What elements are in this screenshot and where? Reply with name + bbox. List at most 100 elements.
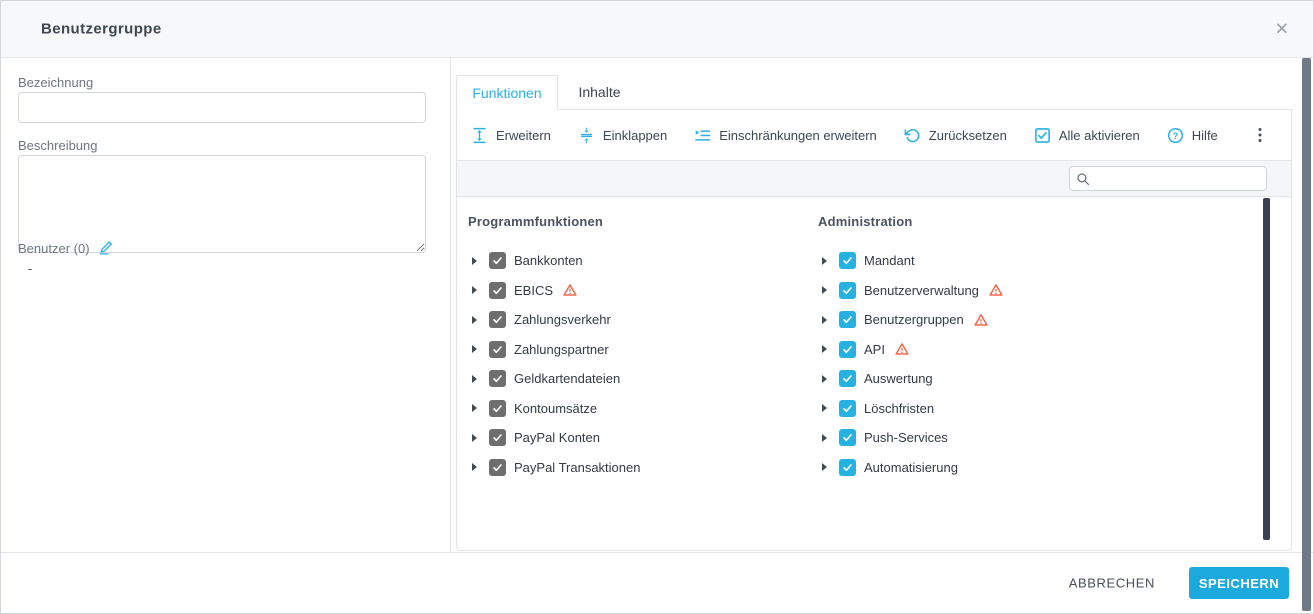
item-checkbox[interactable] <box>489 370 506 388</box>
expander-arrow-icon[interactable] <box>822 316 832 324</box>
tree-item-label: PayPal Transaktionen <box>514 459 641 475</box>
expander-arrow-icon[interactable] <box>472 257 482 265</box>
item-checkbox[interactable] <box>489 281 506 299</box>
activate-all-label: Alle aktivieren <box>1058 127 1140 143</box>
dialog-title: Benutzergruppe <box>41 20 162 38</box>
tree-item-label: Auswertung <box>864 371 933 387</box>
expander-arrow-icon[interactable] <box>472 463 482 471</box>
expander-arrow-icon[interactable] <box>472 286 482 294</box>
activate-all-button[interactable]: Alle aktivieren <box>1034 127 1140 144</box>
expand-all-button[interactable]: Erweitern <box>471 127 551 144</box>
item-checkbox[interactable] <box>839 429 856 447</box>
save-button[interactable]: SPEICHERN <box>1189 567 1289 599</box>
item-checkbox[interactable] <box>489 458 506 476</box>
tree-item[interactable]: Mandant <box>818 246 1291 276</box>
dialog-header: Benutzergruppe ✕ <box>1 1 1313 58</box>
expander-arrow-icon[interactable] <box>822 345 832 353</box>
tab-inhalte-label: Inhalte <box>578 84 621 100</box>
tree-scrollbar-thumb[interactable] <box>1263 198 1270 540</box>
cancel-button[interactable]: ABBRECHEN <box>1059 568 1165 599</box>
expander-arrow-icon[interactable] <box>822 463 832 471</box>
search-input[interactable] <box>1094 171 1260 186</box>
tree-item[interactable]: Auswertung <box>818 364 1291 394</box>
tree-item[interactable]: PayPal Konten <box>468 423 818 453</box>
tree-item-label: Kontoumsätze <box>514 400 598 416</box>
benutzer-empty-value: - <box>28 261 33 276</box>
expander-arrow-icon[interactable] <box>472 404 482 412</box>
funktionen-panel: Erweitern Einklappen Einschränkungen erw… <box>456 109 1292 551</box>
kebab-menu-icon[interactable] <box>1251 126 1269 144</box>
benutzer-count-label: Benutzer (0) <box>18 240 90 256</box>
tree-item[interactable]: Automatisierung <box>818 453 1291 483</box>
tree-item-label: PayPal Konten <box>514 430 601 446</box>
checkmark-icon <box>493 463 502 471</box>
item-checkbox[interactable] <box>489 399 506 417</box>
item-checkbox[interactable] <box>489 311 506 329</box>
tree-item[interactable]: Geldkartendateien <box>468 364 818 394</box>
expander-arrow-icon[interactable] <box>822 375 832 383</box>
expander-arrow-icon[interactable] <box>472 345 482 353</box>
close-icon[interactable]: ✕ <box>1274 19 1289 39</box>
magnifier-icon <box>1077 172 1090 185</box>
item-checkbox[interactable] <box>489 252 506 270</box>
bezeichnung-input[interactable] <box>18 92 426 123</box>
tree-column-programmfunktionen: Programmfunktionen Bankkonten EBICS <box>468 198 818 550</box>
checkmark-icon <box>843 434 852 442</box>
item-checkbox[interactable] <box>839 370 856 388</box>
beschreibung-textarea[interactable] <box>18 155 426 253</box>
search-box[interactable] <box>1069 166 1267 191</box>
tree-item-label: Zahlungspartner <box>514 341 609 357</box>
checkmark-icon <box>493 404 502 412</box>
tree-item[interactable]: Bankkonten <box>468 246 818 276</box>
checkmark-icon <box>493 345 502 353</box>
tree-item-list: Mandant Benutzerverwaltung Benutzergrupp <box>818 246 1291 482</box>
tree-item[interactable]: Benutzergruppen <box>818 305 1291 335</box>
tree-item[interactable]: Zahlungspartner <box>468 335 818 365</box>
tab-inhalte[interactable]: Inhalte <box>558 75 641 109</box>
tree-toolbar: Erweitern Einklappen Einschränkungen erw… <box>457 110 1291 160</box>
tree-item[interactable]: Zahlungsverkehr <box>468 305 818 335</box>
expand-restrictions-button[interactable]: Einschränkungen erweitern <box>694 127 877 144</box>
item-checkbox[interactable] <box>839 340 856 358</box>
tree-item-label: API <box>864 341 885 357</box>
tree-item[interactable]: EBICS <box>468 276 818 306</box>
item-checkbox[interactable] <box>839 311 856 329</box>
item-checkbox[interactable] <box>839 399 856 417</box>
tree-item-label: Benutzerverwaltung <box>864 282 979 298</box>
tree-item-label: Automatisierung <box>864 459 958 475</box>
expander-arrow-icon[interactable] <box>822 404 832 412</box>
search-band <box>457 160 1291 197</box>
expander-arrow-icon[interactable] <box>822 434 832 442</box>
item-checkbox[interactable] <box>489 429 506 447</box>
item-checkbox[interactable] <box>839 252 856 270</box>
tree-item-label: Mandant <box>864 253 915 269</box>
tree-item-label: Löschfristen <box>864 400 935 416</box>
tree-item-list: Bankkonten EBICS Zahlungsverkehr <box>468 246 818 482</box>
reset-button[interactable]: Zurücksetzen <box>904 127 1007 144</box>
tree-column-administration: Administration Mandant Benutzerverwaltun… <box>818 198 1291 550</box>
tree-item[interactable]: Push-Services <box>818 423 1291 453</box>
expander-arrow-icon[interactable] <box>472 434 482 442</box>
expander-arrow-icon[interactable] <box>822 257 832 265</box>
item-checkbox[interactable] <box>839 458 856 476</box>
dialog-footer: ABBRECHEN SPEICHERN <box>1 552 1313 613</box>
checkmark-icon <box>843 286 852 294</box>
collapse-all-label: Einklappen <box>602 127 668 143</box>
item-checkbox[interactable] <box>489 340 506 358</box>
item-checkbox[interactable] <box>839 281 856 299</box>
help-button[interactable]: ? Hilfe <box>1167 127 1218 144</box>
restrictions-list-icon <box>695 129 711 141</box>
tab-funktionen[interactable]: Funktionen <box>456 75 558 110</box>
tree-item[interactable]: Löschfristen <box>818 394 1291 424</box>
tree-item[interactable]: API <box>818 335 1291 365</box>
collapse-all-button[interactable]: Einklappen <box>578 127 667 144</box>
expander-arrow-icon[interactable] <box>822 286 832 294</box>
pencil-edit-icon[interactable] <box>98 240 114 256</box>
window-scrollbar-thumb[interactable] <box>1302 58 1311 611</box>
expander-arrow-icon[interactable] <box>472 316 482 324</box>
tree-item[interactable]: Kontoumsätze <box>468 394 818 424</box>
tree-item[interactable]: PayPal Transaktionen <box>468 453 818 483</box>
bezeichnung-label: Bezeichnung <box>18 75 94 90</box>
tree-item[interactable]: Benutzerverwaltung <box>818 276 1291 306</box>
expander-arrow-icon[interactable] <box>472 375 482 383</box>
